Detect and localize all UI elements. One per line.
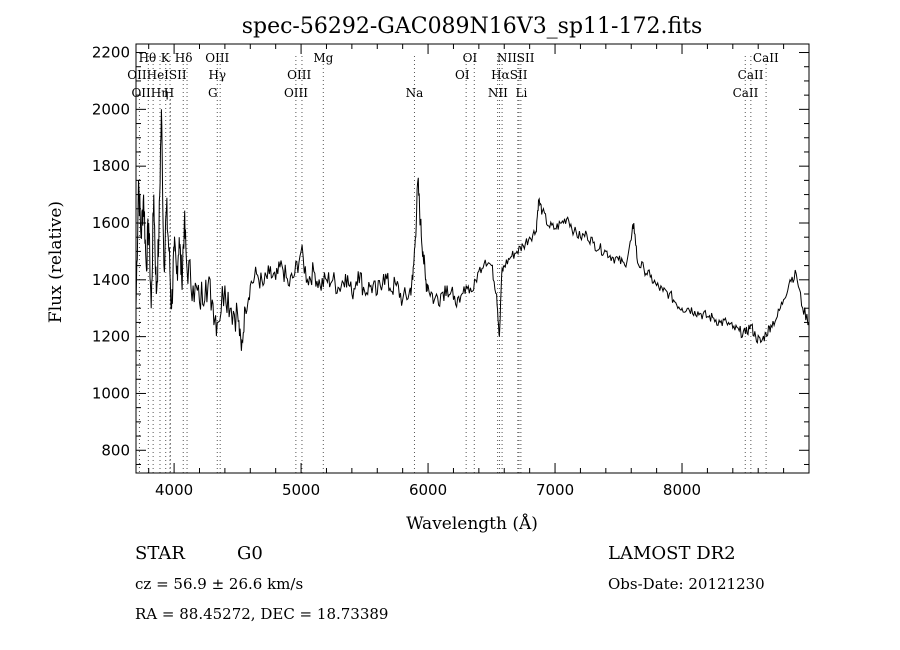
observation-date: Obs-Date: 20121230 [608, 575, 765, 593]
x-axis-ticks: 4000 5000 6000 7000 8000 [148, 44, 785, 499]
line-label-17: OIII [284, 86, 308, 100]
line-label-9: Hγ [208, 68, 226, 82]
line-label-0: Hθ [139, 51, 157, 65]
redshift-velocity: cz = 56.9 ± 26.6 km/s [135, 575, 303, 593]
spectrum-line [135, 109, 810, 351]
line-label-12: HαSII [491, 68, 528, 82]
line-label-21: CaII [733, 86, 759, 100]
y-tick-label-1800: 1800 [92, 157, 130, 175]
x-axis-label: Wavelength (Å) [406, 513, 538, 534]
y-tick-label-2200: 2200 [92, 44, 130, 62]
object-type: STAR [135, 543, 185, 564]
line-label-20: Li [515, 86, 527, 100]
line-label-16: G [208, 86, 218, 100]
spectral-line-markers [138, 56, 767, 473]
object-subclass: G0 [237, 543, 263, 564]
chart-title: spec-56292-GAC089N16V3_sp11-172.fits [242, 14, 703, 39]
y-axis-ticks: 800 1000 1200 1400 1600 1800 2000 2200 [92, 44, 809, 465]
y-tick-label-1400: 1400 [92, 271, 130, 289]
line-label-6: NIISII [497, 51, 535, 65]
plot-frame [135, 43, 810, 474]
x-tick-label-5000: 5000 [282, 481, 320, 499]
y-tick-label-1200: 1200 [92, 328, 130, 346]
line-label-1: K [161, 51, 171, 65]
x-tick-label-4000: 4000 [155, 481, 193, 499]
line-label-19: NII [488, 86, 508, 100]
plot-border [135, 43, 810, 474]
y-tick-label-1600: 1600 [92, 214, 130, 232]
survey-name: LAMOST DR2 [608, 543, 736, 564]
coordinates: RA = 88.45272, DEC = 18.73389 [135, 605, 388, 623]
line-label-14: OIIHη [131, 86, 168, 100]
x-tick-label-7000: 7000 [536, 481, 574, 499]
line-label-15: H [164, 86, 174, 100]
line-label-2: Hδ [175, 51, 193, 65]
line-label-4: Mg [313, 51, 333, 65]
y-axis-label: Flux (relative) [46, 201, 66, 323]
line-label-11: OI [455, 68, 470, 82]
line-label-18: Na [406, 86, 424, 100]
y-tick-label-800: 800 [101, 441, 130, 459]
line-label-3: OIII [205, 51, 229, 65]
x-tick-label-6000: 6000 [409, 481, 447, 499]
y-tick-label-2000: 2000 [92, 100, 130, 118]
line-label-8: OIIHeISII [127, 68, 187, 82]
y-tick-label-1000: 1000 [92, 384, 130, 402]
line-label-7: CaII [753, 51, 779, 65]
x-tick-label-8000: 8000 [663, 481, 701, 499]
spectrum-series [135, 109, 810, 351]
line-label-10: OIII [287, 68, 311, 82]
line-label-5: OI [463, 51, 478, 65]
line-label-13: CaII [738, 68, 764, 82]
